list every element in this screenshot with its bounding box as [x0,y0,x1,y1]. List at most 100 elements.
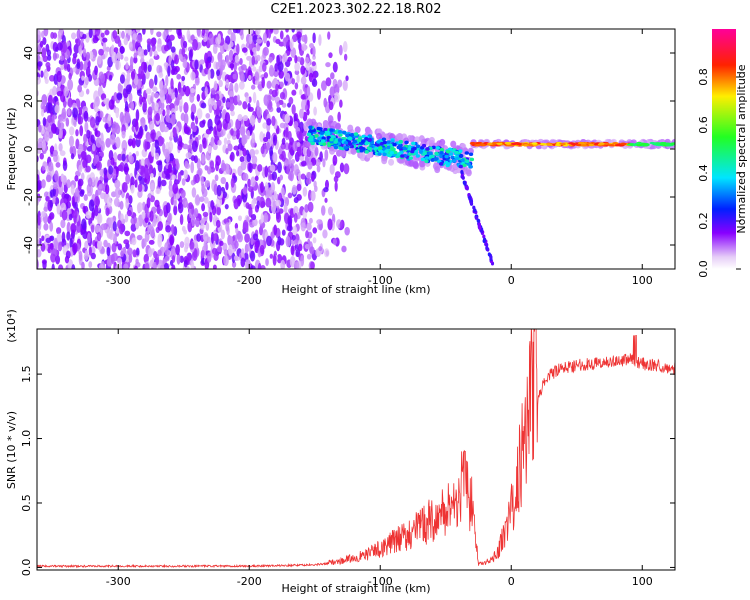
noise-speckle [177,171,182,183]
noise-speckle [196,93,201,102]
noise-speckle [269,253,274,259]
noise-speckle [192,38,199,51]
noise-speckle [51,263,55,269]
noise-speckle [176,29,182,36]
noise-speckle [94,195,100,208]
tail-point [467,192,471,197]
noise-speckle [37,174,40,185]
noise-speckle [71,264,76,269]
tail-point [487,252,491,257]
noise-speckle [127,138,134,146]
noise-speckle [250,237,254,245]
noise-speckle [148,239,155,245]
noise-speckle [103,97,109,105]
x-tick-label: -300 [106,274,131,287]
noise-speckle [78,250,83,261]
signal-core [382,152,387,157]
noise-speckle [149,226,155,238]
noise-speckle [49,199,54,208]
noise-speckle [288,141,294,154]
noise-speckle [277,161,282,174]
x-axis-label: Height of straight line (km) [281,582,430,595]
noise-speckle [72,242,78,254]
noise-speckle [250,176,256,187]
noise-speckle [191,114,195,122]
noise-speckle [192,125,197,133]
noise-speckle [215,155,221,167]
noise-speckle [344,226,350,236]
noise-speckle [98,48,104,56]
noise-speckle [184,160,189,169]
signal-core [323,127,328,132]
noise-speckle [239,126,246,137]
noise-speckle [275,205,280,214]
noise-speckle [188,49,193,62]
noise-speckle [311,174,315,181]
snr-plot-area [37,329,675,569]
signal-core [614,144,621,147]
signal-core [321,136,326,140]
noise-speckle [154,74,158,86]
noise-speckle [229,154,233,161]
noise-speckle [205,112,211,119]
noise-speckle [314,146,319,157]
signal-core [364,150,369,154]
noise-speckle [189,241,195,250]
signal-core [439,147,445,152]
noise-speckle [199,59,205,65]
noise-speckle [200,249,205,257]
noise-speckle [59,127,63,139]
signal-core [404,140,409,145]
noise-speckle [230,177,235,188]
noise-speckle [83,110,89,122]
noise-speckle [256,38,263,44]
signal-core [460,158,465,162]
noise-speckle [306,85,311,97]
signal-core [306,132,312,137]
noise-speckle [124,56,129,62]
noise-speckle [52,184,58,190]
noise-speckle [136,202,143,213]
noise-speckle [201,29,206,36]
noise-speckle [96,161,102,171]
noise-speckle [316,165,321,173]
noise-speckle [43,223,49,231]
noise-speckle [179,241,185,248]
noise-speckle [160,179,167,187]
noise-speckle [113,92,118,101]
noise-speckle [91,143,96,152]
noise-speckle [291,184,297,195]
signal-core [455,156,460,161]
signal-core [597,143,604,146]
noise-speckle [124,213,129,223]
noise-speckle [139,125,143,136]
signal-core [458,164,463,169]
noise-speckle [250,84,256,90]
noise-speckle [173,100,180,107]
noise-speckle [296,74,300,84]
noise-speckle [67,79,74,91]
noise-speckle [337,79,343,88]
noise-speckle [255,29,261,36]
noise-speckle [168,153,174,162]
noise-speckle [181,46,186,57]
noise-speckle [130,184,135,194]
noise-speckle [40,109,45,117]
noise-speckle [304,203,309,213]
noise-speckle [74,175,79,182]
noise-speckle [214,174,219,182]
colorbar-tick-label: 0.6 [697,116,710,134]
noise-speckle [165,225,172,233]
noise-speckle [72,56,77,65]
noise-speckle [225,35,231,45]
noise-speckle [260,181,265,194]
signal-halo [434,166,441,174]
signal-core [580,144,587,147]
signal-core [308,137,314,142]
noise-speckle [228,244,233,257]
noise-speckle [56,90,63,97]
noise-speckle [213,101,218,111]
noise-speckle [44,71,49,78]
noise-speckle [49,221,54,232]
